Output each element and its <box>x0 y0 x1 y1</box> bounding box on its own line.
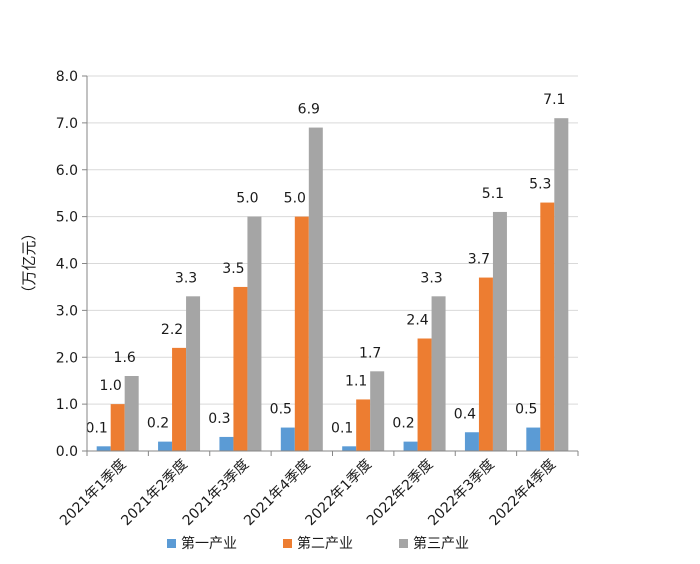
data-label: 1.1 <box>345 373 367 389</box>
bars <box>96 118 569 451</box>
legend-swatch <box>283 539 292 548</box>
data-label: 3.3 <box>175 270 197 286</box>
bar <box>186 296 201 451</box>
bar <box>233 286 248 451</box>
data-label: 0.2 <box>392 416 414 432</box>
data-label: 3.3 <box>420 270 442 286</box>
y-tick-label: 2.0 <box>56 350 78 366</box>
bar <box>370 371 385 451</box>
y-axis-label: （万亿元） <box>20 225 38 300</box>
data-label: 2.4 <box>406 313 428 329</box>
x-tick-labels: 2021年1季度2021年2季度2021年3季度2021年4季度2022年1季度… <box>57 457 559 530</box>
data-label: 1.6 <box>114 350 136 366</box>
data-label: 5.1 <box>482 186 504 202</box>
y-tick-label: 4.0 <box>56 257 78 273</box>
data-label: 3.5 <box>222 261 244 277</box>
y-tick-label: 0.0 <box>56 444 78 460</box>
bar <box>158 441 173 451</box>
data-label: 6.9 <box>298 102 320 118</box>
bar <box>280 427 295 451</box>
bar <box>356 399 371 451</box>
bar <box>431 296 446 451</box>
legend-swatch <box>167 539 176 548</box>
legend-swatch <box>399 539 408 548</box>
bar <box>342 446 357 451</box>
data-label: 5.3 <box>529 177 551 193</box>
data-label: 0.2 <box>147 416 169 432</box>
bar <box>110 404 125 451</box>
y-tick-labels: 0.0 1.0 2.0 3.0 4.0 5.0 6.0 7.0 8.0 <box>56 69 78 460</box>
bar <box>540 202 555 451</box>
legend-label: 第二产业 <box>297 535 353 552</box>
bar <box>492 211 507 451</box>
data-label: 7.1 <box>543 92 565 108</box>
legend: 第一产业 第二产业 第三产业 <box>167 535 469 552</box>
data-label: 0.1 <box>86 420 108 436</box>
gridlines <box>87 75 578 405</box>
bar <box>554 118 569 451</box>
data-label: 5.0 <box>284 191 306 207</box>
data-label: 1.0 <box>100 378 122 394</box>
x-tick-label: 2022年4季度 <box>487 457 560 530</box>
y-tick-label: 6.0 <box>56 163 78 179</box>
bar <box>172 347 187 451</box>
data-label: 5.0 <box>236 191 258 207</box>
data-label: 3.7 <box>468 252 490 268</box>
y-tick-label: 1.0 <box>56 397 78 413</box>
data-label: 1.7 <box>359 345 381 361</box>
data-label: 0.4 <box>454 406 476 422</box>
bar <box>96 446 111 451</box>
axes <box>82 75 579 456</box>
bar <box>478 277 493 451</box>
bar <box>417 338 432 451</box>
bar <box>247 216 262 451</box>
bar <box>308 127 323 451</box>
legend-label: 第一产业 <box>181 535 237 552</box>
bar <box>526 427 541 451</box>
data-label: 2.2 <box>161 322 183 338</box>
data-label: 0.1 <box>331 420 353 436</box>
bar <box>403 441 418 451</box>
data-label: 0.3 <box>208 411 230 427</box>
data-labels: 0.1 0.2 0.3 0.5 0.1 0.2 0.4 0.5 1.0 2.2 3.5 5.0 1.1 2… <box>86 92 566 436</box>
bar <box>219 436 234 451</box>
legend-label: 第三产业 <box>413 535 469 552</box>
bar <box>294 216 309 451</box>
data-label: 0.5 <box>270 402 292 418</box>
y-tick-label: 8.0 <box>56 69 78 85</box>
bar <box>124 376 139 451</box>
y-tick-label: 7.0 <box>56 116 78 132</box>
y-tick-label: 3.0 <box>56 303 78 319</box>
data-label: 0.5 <box>515 402 537 418</box>
bar <box>464 432 479 451</box>
y-tick-label: 5.0 <box>56 210 78 226</box>
